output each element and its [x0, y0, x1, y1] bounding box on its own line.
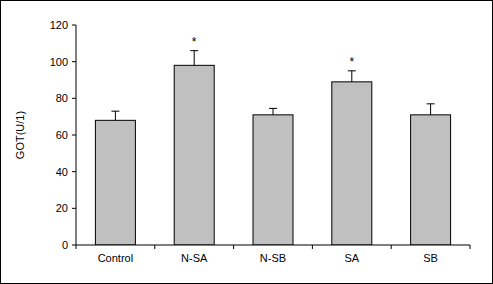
- error-stem: [351, 71, 352, 82]
- error-bar: [269, 108, 277, 114]
- x-tick-label: SB: [423, 252, 438, 264]
- bar: [174, 65, 214, 245]
- error-cap: [348, 70, 356, 71]
- x-axis: [76, 245, 470, 246]
- y-tick: [72, 98, 76, 99]
- error-bar: [111, 111, 119, 120]
- error-stem: [194, 51, 195, 66]
- x-tick: [312, 245, 313, 249]
- error-cap: [111, 111, 119, 112]
- y-tick: [72, 171, 76, 172]
- bar: [411, 115, 451, 245]
- y-tick-label: 60: [56, 129, 68, 141]
- y-tick: [72, 208, 76, 209]
- annotation: *: [192, 35, 197, 49]
- bar: [332, 82, 372, 245]
- x-tick: [391, 245, 392, 249]
- bar: [95, 120, 135, 245]
- x-tick-label: N-SA: [181, 252, 208, 264]
- chart: 0 20 40 60 80 100 120 Control N-SA N-SB SA SB GOT(U/…: [0, 0, 493, 284]
- y-tick-label: 0: [62, 239, 68, 251]
- error-bar: [190, 51, 198, 66]
- error-stem: [430, 104, 431, 115]
- y-tick-label: 120: [50, 19, 68, 31]
- marks: [95, 51, 450, 245]
- annotation: *: [349, 55, 354, 69]
- y-tick-label: 100: [50, 56, 68, 68]
- y-tick: [72, 135, 76, 136]
- error-cap: [190, 50, 198, 51]
- frame: [1, 1, 493, 284]
- error-stem: [273, 108, 274, 114]
- x-tick: [76, 245, 77, 249]
- x-tick-label: Control: [98, 252, 133, 264]
- error-bar: [348, 71, 356, 82]
- error-cap: [427, 103, 435, 104]
- x-tick-label: N-SB: [260, 252, 286, 264]
- y-tick-label: 80: [56, 92, 68, 104]
- y-tick-label: 20: [56, 202, 68, 214]
- x-tick: [154, 245, 155, 249]
- error-bar: [427, 104, 435, 115]
- error-stem: [115, 111, 116, 120]
- y-tick: [72, 25, 76, 26]
- x-tick: [233, 245, 234, 249]
- y-tick: [72, 61, 76, 62]
- y-tick-label: 40: [56, 166, 68, 178]
- x-tick: [470, 245, 471, 249]
- error-cap: [269, 108, 277, 109]
- y-axis-label: GOT(U/1): [14, 111, 26, 159]
- x-tick-label: SA: [344, 252, 359, 264]
- bar: [253, 115, 293, 245]
- y-tick: [72, 245, 76, 246]
